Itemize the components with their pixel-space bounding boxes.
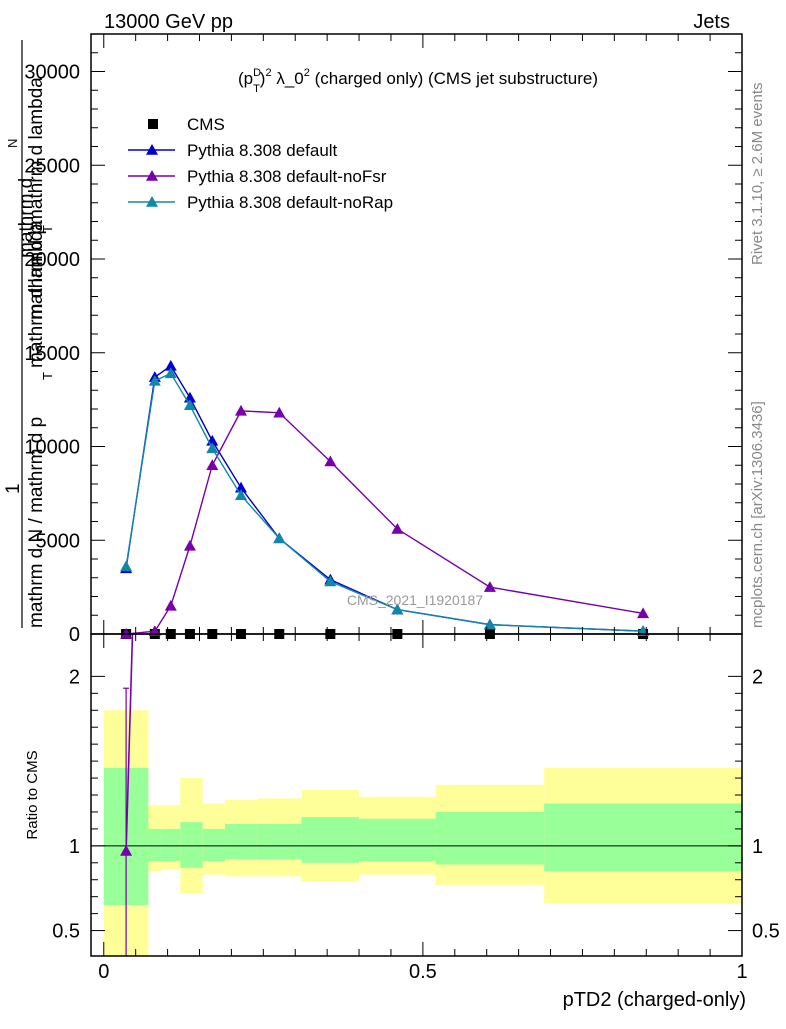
data-point — [164, 599, 177, 611]
legend-label: CMS — [187, 115, 225, 134]
y-tick-label: 15000 — [24, 343, 80, 365]
uncertainty-band-green — [148, 828, 162, 862]
ratio-y-tick-label: 1 — [69, 836, 80, 858]
legend-label: Pythia 8.308 default — [187, 141, 338, 160]
data-point — [206, 459, 219, 471]
ylabel-frag-3: mathrm d p — [26, 224, 47, 320]
title-tail: (charged only) (CMS jet substructure) — [310, 69, 598, 88]
y-tick-label: 5000 — [36, 530, 81, 552]
ratio-y-tick-label: 2 — [69, 666, 80, 688]
y-tick-label: 0 — [69, 624, 80, 646]
mcplots-label: mcplots.cern.ch [arXiv:1306.3436] — [749, 401, 766, 628]
data-point — [234, 404, 247, 416]
ylabel-frag-5: mathrm d lambda — [26, 77, 47, 225]
legend-item: CMS — [148, 115, 225, 134]
analysis-watermark: CMS_2021_I1920187 — [347, 592, 483, 608]
ratio-y-tick-label: 0.5 — [52, 921, 80, 943]
title-sup-2b: 2 — [304, 67, 310, 79]
data-point — [483, 581, 496, 592]
uncertainty-band-green — [544, 803, 742, 872]
legend-marker — [146, 144, 158, 155]
main-axis-ticks: 0 5000 10000 15000 20000 25000 30000 — [24, 34, 743, 646]
ratio-y-tick-label-right: 1 — [752, 836, 763, 858]
data-point — [324, 575, 337, 587]
ylabel-frag-6: 1 — [3, 483, 24, 494]
legend-marker — [148, 119, 158, 129]
ratio-point — [120, 844, 133, 856]
uncertainty-band-green — [435, 811, 545, 865]
title-open: (p — [238, 69, 253, 88]
data-point — [391, 523, 404, 534]
data-point — [637, 607, 650, 619]
ylabel-frag-4: T — [40, 225, 55, 233]
header-left: 13000 GeV pp — [104, 11, 233, 33]
title-sup-2: 2 — [265, 67, 271, 79]
data-point — [483, 618, 496, 630]
y-tick-label: 30000 — [24, 62, 80, 84]
data-point — [206, 442, 219, 454]
x-axis-label: pTD2 (charged-only) — [563, 989, 746, 1011]
title-sup-d: D — [253, 67, 261, 79]
data-point — [324, 455, 337, 467]
data-point — [164, 359, 177, 371]
ylabel-frag-2: N — [5, 139, 20, 148]
legend-item: Pythia 8.308 default — [128, 141, 338, 160]
uncertainty-band-green — [359, 818, 436, 862]
legend-label: Pythia 8.308 default-noRap — [187, 193, 393, 212]
ratio-series — [120, 633, 134, 956]
ylabel-frag-8: T — [40, 372, 55, 380]
uncertainty-band-green — [202, 828, 226, 862]
uncertainty-band-green — [161, 828, 181, 862]
data-point — [183, 539, 196, 551]
data-point — [164, 367, 177, 379]
x-tick-label: 0 — [98, 961, 109, 983]
ylabel-frag-7: mathrm d N / mathrm d p — [26, 417, 47, 628]
ratio-ylabel: Ratio to CMS — [24, 750, 41, 839]
legend: CMS Pythia 8.308 default Pythia 8.308 defa… — [128, 115, 393, 212]
legend-label: Pythia 8.308 default-noFsr — [187, 167, 387, 186]
y-tick-label: 25000 — [24, 155, 80, 177]
data-point — [234, 489, 247, 501]
title-close: ) — [260, 69, 266, 88]
ratio-axis-ticks: 0.5 0.51 12 20 0.5 1 — [52, 634, 780, 983]
ylabel-frag-1: mathrm d — [16, 178, 37, 258]
data-point — [391, 603, 404, 615]
ratio-y-tick-label-right: 2 — [752, 666, 763, 688]
data-point — [120, 560, 133, 572]
ylabel-frag-9: mathrm d lambda — [26, 220, 47, 368]
rivet-label: Rivet 3.1.10, ≥ 2.6M events — [749, 83, 766, 266]
title-lambda: λ_0 — [272, 69, 304, 88]
uncertainty-band-green — [225, 823, 257, 860]
legend-marker — [146, 170, 158, 181]
uncertainty-band-green — [301, 817, 360, 863]
data-point — [273, 406, 286, 418]
uncertainty-band-green — [256, 823, 302, 860]
x-tick-label: 1 — [736, 961, 747, 983]
ratio-plot-marks — [91, 633, 742, 956]
data-point — [273, 532, 286, 544]
main-ylabel: mathrm d N mathrm d p T mathrm d lambda … — [3, 40, 55, 628]
legend-item: Pythia 8.308 default-noRap — [128, 193, 393, 212]
plot-title: (pD T)2 λ_02 (charged only) (CMS jet subs… — [238, 67, 598, 95]
data-point — [183, 399, 196, 411]
legend-marker — [146, 196, 158, 207]
y-tick-label: 20000 — [24, 249, 80, 271]
data-point — [148, 374, 161, 386]
legend-item: Pythia 8.308 default-noFsr — [128, 167, 387, 186]
y-tick-label: 10000 — [24, 437, 80, 459]
title-sub-t: T — [253, 83, 260, 95]
x-tick-label: 0.5 — [409, 961, 437, 983]
ratio-panel: 0.5 0.51 12 20 0.5 1 Ratio to CMS pTD2 (charg… — [24, 633, 780, 1011]
ratio-line — [125, 633, 134, 851]
ratio-y-tick-label-right: 0.5 — [752, 921, 780, 943]
uncertainty-band-green — [180, 822, 203, 868]
series-pythia-8-308-default-norap — [120, 367, 650, 636]
series-pythia-8-308-default-nofsr — [120, 404, 650, 639]
header-right: Jets — [693, 11, 730, 33]
